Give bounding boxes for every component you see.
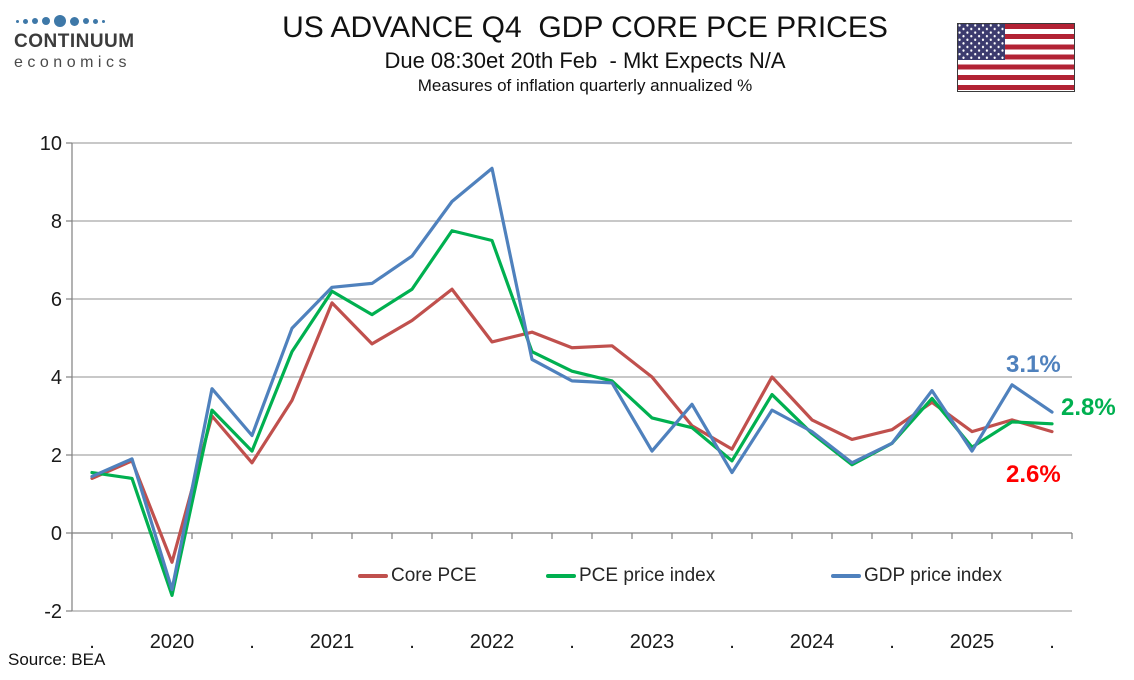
x-axis-label: 2021 bbox=[310, 631, 355, 653]
page-title: US ADVANCE Q4 GDP CORE PCE PRICES bbox=[282, 11, 888, 44]
series-line-core-pce bbox=[90, 287, 1054, 564]
us-flag-icon bbox=[957, 23, 1075, 92]
title-block: US ADVANCE Q4 GDP CORE PCE PRICES Due 08… bbox=[110, 10, 1060, 96]
x-axis-label: . bbox=[569, 631, 575, 653]
x-axis-label: 2023 bbox=[630, 631, 675, 653]
y-axis-label: 4 bbox=[51, 367, 62, 389]
legend-item-core-pce: Core PCE bbox=[358, 562, 477, 590]
y-axis-label: 2 bbox=[51, 445, 62, 467]
x-axis-label: 2020 bbox=[150, 631, 195, 653]
x-axis-label: . bbox=[409, 631, 415, 653]
legend-item-pce-price-index: PCE price index bbox=[546, 562, 715, 590]
annotation-core-pce-latest: 2.6% bbox=[1006, 461, 1061, 488]
source-note: Source: BEA bbox=[8, 650, 106, 669]
x-axis-label: . bbox=[889, 631, 895, 653]
x-axis-label: . bbox=[729, 631, 735, 653]
core-pce-line-swatch-icon bbox=[358, 574, 388, 578]
logo-dot bbox=[42, 17, 50, 25]
logo-dot bbox=[16, 19, 19, 23]
legend-label: PCE price index bbox=[579, 565, 716, 586]
series-line-pce-price-index bbox=[90, 229, 1054, 598]
x-axis-label: . bbox=[1049, 631, 1055, 653]
logo-dot bbox=[54, 15, 66, 27]
x-axis-label: 2025 bbox=[950, 631, 995, 653]
logo-dot bbox=[32, 18, 38, 24]
annotation-pce-latest: 2.8% bbox=[1061, 394, 1116, 421]
y-axis-label: -2 bbox=[44, 601, 62, 623]
logo-dot bbox=[23, 18, 28, 24]
continuum-dots-icon bbox=[16, 14, 144, 28]
us-flag-canton bbox=[958, 24, 1005, 60]
x-axis-label: . bbox=[249, 631, 255, 653]
pce-line-swatch-icon bbox=[546, 574, 576, 578]
y-axis-label: 6 bbox=[51, 289, 62, 311]
legend-label: GDP price index bbox=[864, 565, 1002, 586]
x-axis-label: . bbox=[89, 631, 95, 653]
logo-dot bbox=[102, 19, 105, 23]
continuum-logo: CONTINUUM economics bbox=[14, 14, 144, 72]
logo-name: CONTINUUM bbox=[14, 31, 135, 52]
gdp-line-swatch-icon bbox=[831, 574, 861, 578]
y-axis-label: 8 bbox=[51, 211, 62, 233]
x-axis-label: 2022 bbox=[470, 631, 515, 653]
legend-label: Core PCE bbox=[391, 565, 477, 586]
logo-subname: economics bbox=[14, 54, 131, 71]
legend-item-gdp-price-index: GDP price index bbox=[831, 562, 1002, 590]
logo-dot bbox=[70, 16, 79, 26]
y-axis-label: 10 bbox=[40, 133, 62, 155]
logo-dot bbox=[83, 18, 89, 24]
series-line-gdp-price-index bbox=[90, 166, 1054, 592]
release-subtitle: Due 08:30et 20th Feb - Mkt Expects N/A bbox=[384, 48, 786, 73]
annotation-gdp-latest: 3.1% bbox=[1006, 351, 1061, 378]
x-axis-label: 2024 bbox=[790, 631, 835, 653]
chart-note: Measures of inflation quarterly annualiz… bbox=[417, 76, 753, 95]
logo-dot bbox=[93, 18, 98, 24]
y-axis-label: 0 bbox=[51, 523, 62, 545]
